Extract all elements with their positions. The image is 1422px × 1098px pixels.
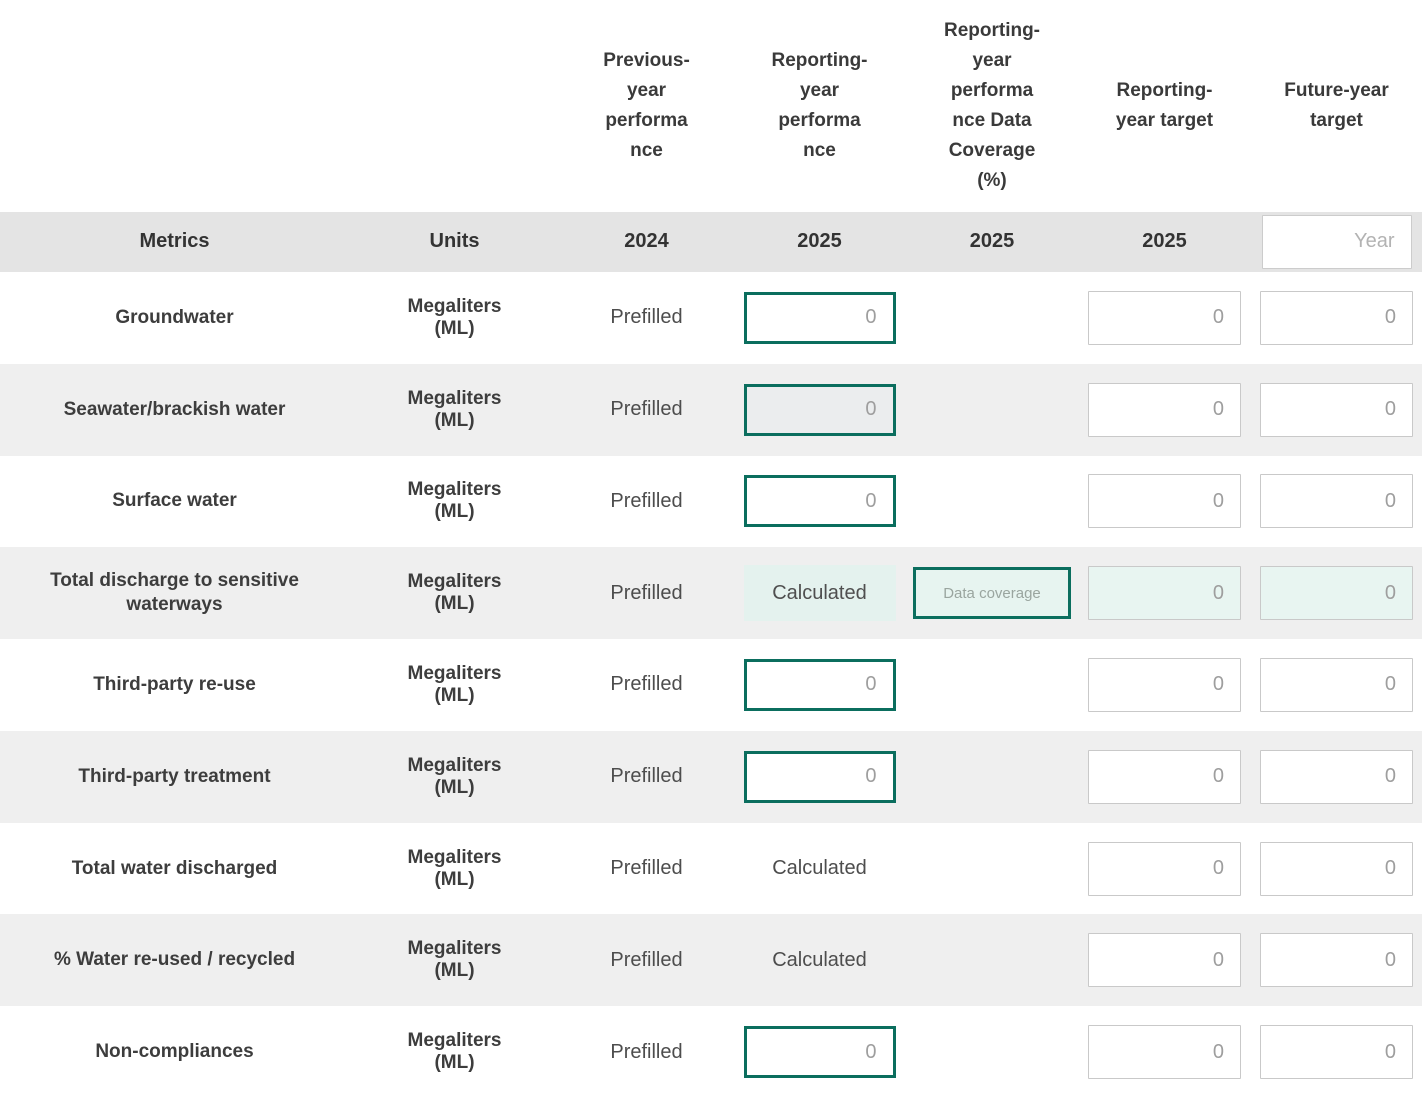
previous-year-value: Prefilled (610, 948, 683, 971)
metric-label: Groundwater (115, 306, 234, 328)
reporting-year-target-input[interactable] (1088, 841, 1241, 896)
metric-label: Third-party treatment (78, 765, 271, 787)
reporting-year-target-input[interactable] (1088, 382, 1241, 437)
previous-year-value: Prefilled (610, 489, 683, 512)
reporting-year-target-input[interactable] (1088, 657, 1241, 712)
units-column-label: Units (429, 230, 480, 253)
column-header-previous-year-performance: Previous- year performa nce (603, 49, 690, 161)
column-header-data-coverage: Reporting- year performa nce Data Covera… (943, 19, 1041, 191)
metric-label: Third-party re-use (93, 673, 256, 695)
column-header-reporting-year-performance: Reporting- year performa nce (771, 49, 868, 161)
reporting-year-performance-input[interactable] (743, 658, 896, 711)
future-year-target-input[interactable] (1260, 1025, 1413, 1080)
table-row-groundwater: Groundwater Megaliters (ML) Prefilled (0, 271, 1422, 364)
future-year-target-input[interactable] (1260, 657, 1413, 712)
future-year-target-input[interactable] (1260, 749, 1413, 804)
coverage-year-label: 2025 (969, 230, 1015, 253)
coverage-cell-empty (906, 823, 1078, 915)
units-label: Megaliters (ML) (407, 1030, 502, 1074)
calculated-value-text: Calculated (772, 857, 867, 880)
reporting-year-target-input[interactable] (1088, 933, 1241, 988)
previous-year-value: Prefilled (610, 398, 683, 421)
units-label: Megaliters (ML) (407, 387, 502, 431)
units-label: Megaliters (ML) (407, 846, 502, 890)
future-year-input[interactable] (1261, 214, 1412, 269)
reporting-year-performance-input[interactable] (743, 1026, 896, 1079)
data-coverage-input[interactable] (913, 567, 1071, 620)
column-header-future-year-target: Future-year target (1284, 79, 1389, 131)
units-label: Megaliters (ML) (407, 662, 502, 706)
coverage-cell-empty (906, 272, 1078, 364)
table-row-seawater-brackish-water: Seawater/brackish water Megaliters (ML) … (0, 363, 1422, 456)
column-header-reporting-year-target: Reporting- year target (1115, 79, 1214, 131)
coverage-cell-empty (906, 364, 1078, 456)
units-label: Megaliters (ML) (407, 571, 502, 615)
future-year-target-input[interactable] (1260, 290, 1413, 345)
future-year-target-input[interactable] (1260, 474, 1413, 529)
calculated-value-text: Calculated (772, 948, 867, 971)
reporting-year-performance-input[interactable] (743, 475, 896, 528)
table-row-percent-water-reused-recycled: % Water re-used / recycled Megaliters (M… (0, 914, 1422, 1007)
units-label: Megaliters (ML) (407, 479, 502, 523)
metric-label: % Water re-used / recycled (53, 949, 296, 971)
previous-year-value: Prefilled (610, 857, 683, 880)
previous-year-label: 2024 (624, 230, 669, 253)
metric-label: Non-compliances (95, 1041, 254, 1063)
previous-year-value: Prefilled (610, 581, 683, 604)
reporting-year-target-input[interactable] (1088, 749, 1241, 804)
subheader-row: Metrics Units 2024 2025 2025 2025 (0, 211, 1422, 272)
units-label: Megaliters (ML) (407, 295, 502, 339)
coverage-cell-empty (906, 731, 1078, 823)
table-row-surface-water: Surface water Megaliters (ML) Prefilled (0, 455, 1422, 548)
metric-label: Total discharge to sensitive waterways (50, 570, 299, 616)
calculated-value-box: Calculated (743, 565, 896, 622)
reporting-year-label: 2025 (797, 230, 842, 253)
reporting-year-target-input[interactable] (1088, 474, 1241, 529)
future-year-target-input[interactable] (1260, 933, 1413, 988)
metric-label: Surface water (112, 490, 237, 512)
table-row-non-compliances: Non-compliances Megaliters (ML) Prefille… (0, 1006, 1422, 1098)
previous-year-value: Prefilled (610, 1040, 683, 1063)
table-row-third-party-re-use: Third-party re-use Megaliters (ML) Prefi… (0, 639, 1422, 731)
coverage-cell-empty (906, 1006, 1078, 1098)
previous-year-value: Prefilled (610, 673, 683, 696)
metrics-column-label: Metrics (139, 230, 210, 253)
reporting-year-performance-input[interactable] (743, 750, 896, 803)
coverage-cell-empty (906, 639, 1078, 731)
future-year-target-input[interactable] (1260, 382, 1413, 437)
coverage-cell-empty (906, 914, 1078, 1006)
previous-year-value: Prefilled (610, 765, 683, 788)
column-header-row: Previous- year performa nce Reporting- y… (0, 0, 1422, 212)
metric-label: Seawater/brackish water (63, 398, 286, 420)
table-row-total-discharge-sensitive-waterways: Total discharge to sensitive waterways M… (0, 547, 1422, 640)
metric-label: Total water discharged (71, 857, 278, 879)
table-row-third-party-treatment: Third-party treatment Megaliters (ML) Pr… (0, 730, 1422, 823)
future-year-target-input[interactable] (1260, 841, 1413, 896)
reporting-year-performance-input[interactable] (743, 291, 896, 344)
units-label: Megaliters (ML) (407, 754, 502, 798)
reporting-year-target-input[interactable] (1088, 1025, 1241, 1080)
units-label: Megaliters (ML) (407, 938, 502, 982)
coverage-cell-empty (906, 456, 1078, 548)
reporting-year-performance-input[interactable] (743, 383, 896, 436)
target-year-label: 2025 (1142, 230, 1187, 253)
future-year-target-input[interactable] (1260, 566, 1413, 621)
reporting-year-target-input[interactable] (1088, 566, 1241, 621)
table-row-total-water-discharged: Total water discharged Megaliters (ML) P… (0, 822, 1422, 915)
reporting-year-target-input[interactable] (1088, 290, 1241, 345)
previous-year-value: Prefilled (610, 306, 683, 329)
